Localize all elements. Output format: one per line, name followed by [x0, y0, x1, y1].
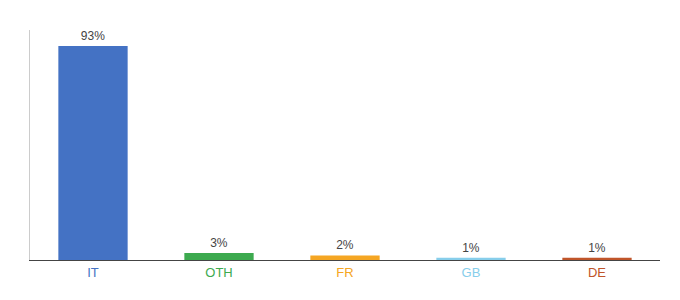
svg-text:1%: 1%	[462, 241, 480, 255]
svg-text:3%: 3%	[210, 236, 228, 250]
svg-text:IT: IT	[87, 265, 99, 280]
svg-text:2%: 2%	[336, 238, 354, 252]
svg-text:DE: DE	[588, 265, 606, 280]
svg-text:1%: 1%	[588, 241, 606, 255]
svg-text:FR: FR	[336, 265, 353, 280]
svg-text:93%: 93%	[81, 29, 105, 43]
svg-text:GB: GB	[462, 265, 481, 280]
svg-text:OTH: OTH	[205, 265, 232, 280]
